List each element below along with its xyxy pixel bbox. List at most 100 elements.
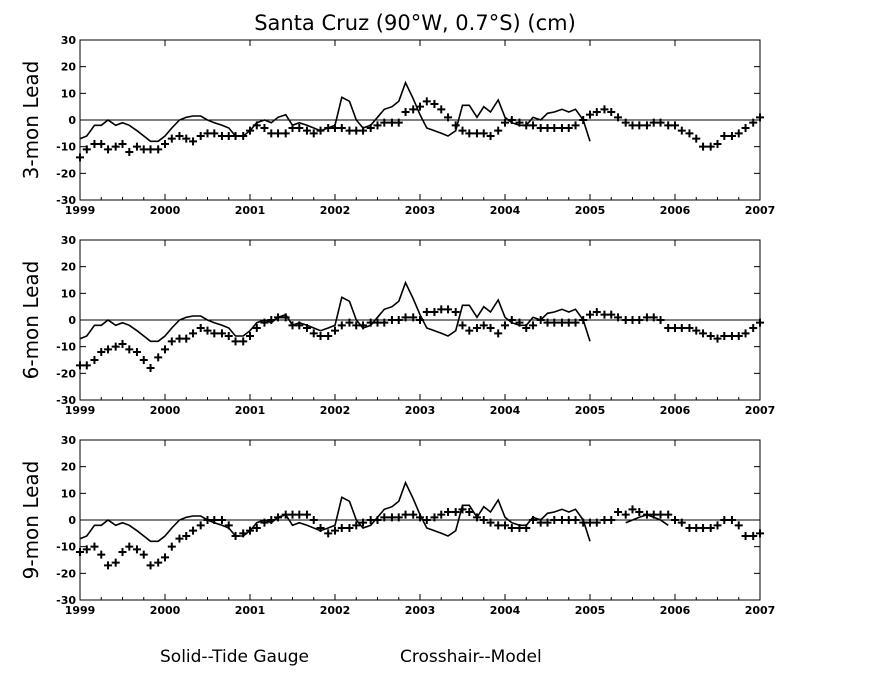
y-tick-label: 0 [68, 114, 76, 127]
model-crosshair-point [246, 126, 254, 135]
model-crosshair-point [161, 140, 169, 148]
model-crosshair-point [543, 318, 552, 327]
model-crosshair-point [543, 124, 552, 132]
model-crosshair-point [515, 318, 524, 327]
model-crosshair-point [167, 542, 176, 551]
y-axis-label: 6-mon Lead [19, 261, 43, 380]
model-crosshair-point [451, 121, 460, 130]
model-crosshair-point [543, 518, 552, 527]
model-crosshair-point [635, 316, 644, 324]
model-crosshair-point [161, 553, 169, 562]
x-tick-label: 2004 [490, 604, 521, 617]
x-tick-label: 2003 [405, 204, 436, 217]
y-tick-label: -10 [56, 341, 76, 354]
model-crosshair-point [727, 332, 736, 340]
model-crosshair-point [337, 524, 346, 532]
model-crosshair-point [366, 516, 375, 524]
model-crosshair-point [699, 524, 708, 532]
model-crosshair-point [557, 516, 566, 524]
model-crosshair-point [373, 516, 382, 524]
model-crosshair-point [706, 524, 715, 532]
model-crosshair-point [671, 516, 679, 524]
y-tick-label: 10 [61, 87, 77, 100]
x-tick-label: 2005 [575, 604, 606, 617]
model-crosshair-point [359, 518, 368, 527]
model-crosshair-point [713, 140, 722, 148]
model-crosshair-point [267, 316, 276, 324]
model-crosshair-point [239, 132, 248, 140]
model-crosshair-point [741, 124, 750, 132]
model-crosshair-point [607, 310, 616, 319]
model-crosshair-point [494, 329, 503, 338]
model-crosshair-point [479, 321, 488, 330]
x-tick-label: 2005 [575, 204, 606, 217]
model-crosshair-point [345, 318, 354, 327]
model-crosshair-point [252, 324, 261, 332]
model-crosshair-point [642, 121, 651, 130]
model-crosshair-point [182, 532, 191, 540]
model-crosshair-point [104, 145, 113, 154]
model-crosshair-point [713, 334, 722, 343]
x-tick-label: 2001 [235, 404, 266, 417]
model-crosshair-point [274, 129, 283, 138]
x-tick-label: 2003 [405, 404, 436, 417]
model-crosshair-point [720, 516, 729, 524]
model-crosshair-point [656, 316, 665, 324]
model-crosshair-point [288, 510, 297, 519]
model-crosshair-point [515, 524, 524, 532]
model-crosshair-point [132, 545, 141, 554]
model-crosshair-point [324, 529, 333, 538]
y-tick-label: -30 [56, 394, 76, 407]
model-crosshair-point [727, 132, 736, 140]
model-crosshair-point [324, 332, 333, 340]
tide-gauge-line [79, 480, 584, 543]
model-crosshair-point [175, 132, 184, 140]
model-crosshair-point [139, 356, 148, 364]
model-crosshair-point [749, 118, 758, 127]
model-crosshair-point [536, 124, 545, 132]
model-crosshair-point [288, 124, 297, 132]
tide-gauge-line [79, 280, 584, 343]
model-crosshair-point [401, 108, 410, 116]
x-tick-label: 2003 [405, 604, 436, 617]
y-tick-label: 30 [61, 434, 77, 447]
y-axis-label: 3-mon Lead [19, 61, 43, 180]
model-crosshair-point [104, 345, 113, 354]
model-crosshair-point [274, 513, 283, 522]
model-crosshair-point [125, 345, 134, 354]
model-crosshair-point [252, 121, 261, 130]
model-crosshair-point [132, 142, 141, 151]
model-crosshair-point [571, 121, 580, 130]
model-crosshair-point [139, 550, 148, 559]
model-crosshair-point [76, 153, 84, 162]
model-crosshair-point [472, 324, 481, 332]
model-crosshair-point [175, 534, 184, 543]
model-crosshair-point [331, 124, 339, 132]
model-crosshair-point [501, 321, 509, 330]
model-crosshair-point [586, 518, 594, 527]
model-crosshair-point [522, 324, 531, 332]
model-crosshair-point [465, 508, 474, 516]
model-crosshair-point [345, 524, 354, 532]
y-tick-label: -20 [56, 167, 76, 180]
model-crosshair-point [720, 132, 729, 140]
model-crosshair-point [529, 321, 538, 330]
model-crosshair-point [380, 513, 389, 522]
model-crosshair-point [252, 524, 261, 532]
model-crosshair-point [387, 316, 396, 324]
model-crosshair-point [600, 516, 609, 524]
model-crosshair-point [592, 108, 601, 116]
model-crosshair-point [607, 108, 616, 116]
model-crosshair-point [139, 145, 148, 154]
x-tick-label: 2000 [150, 204, 181, 217]
model-crosshair-point [118, 340, 127, 348]
model-crosshair-point [437, 105, 446, 114]
model-crosshair-point [628, 316, 637, 324]
y-tick-label: 20 [61, 461, 77, 474]
model-crosshair-point [246, 526, 254, 535]
model-crosshair-point [345, 126, 354, 135]
model-crosshair-point [677, 518, 686, 527]
model-crosshair-point [295, 321, 304, 330]
